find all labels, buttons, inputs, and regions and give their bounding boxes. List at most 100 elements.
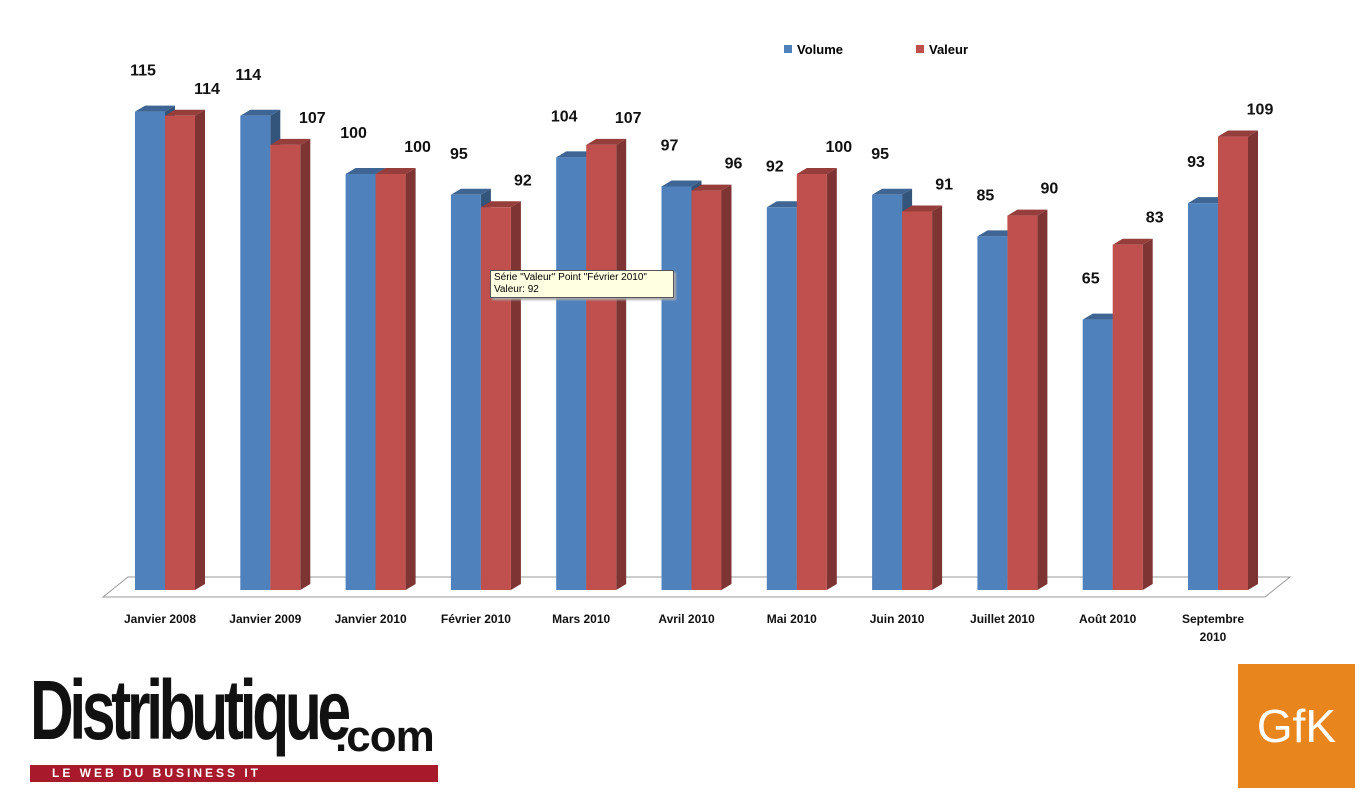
x-tick-label: Août 2010 <box>1079 612 1137 626</box>
x-tick-label: Juin 2010 <box>869 612 925 626</box>
bar-top <box>872 188 913 195</box>
tooltip-line: Valeur: 92 <box>494 284 539 295</box>
value-label: 109 <box>1247 102 1274 119</box>
bar-front <box>902 211 933 590</box>
bar-top <box>902 205 943 212</box>
value-label: 95 <box>871 146 889 163</box>
bar-side <box>826 168 837 590</box>
value-label: 97 <box>661 137 679 154</box>
bar-top <box>135 105 175 112</box>
bar-top <box>586 138 627 145</box>
bar-top <box>270 138 311 145</box>
bar-top <box>1007 209 1048 216</box>
bar <box>586 138 627 590</box>
bar <box>1007 209 1048 590</box>
bar-top <box>165 109 205 116</box>
bar <box>375 168 416 590</box>
bar-front <box>1218 136 1248 590</box>
bar-top <box>345 168 386 174</box>
value-label: 83 <box>1146 210 1164 227</box>
legend-swatch <box>784 45 792 53</box>
x-tick-label: Janvier 2009 <box>229 612 302 626</box>
x-tick-label: Avril 2010 <box>658 612 715 626</box>
bar <box>270 138 311 590</box>
bar-front <box>661 186 692 591</box>
bar-top <box>240 109 281 116</box>
bar-top <box>480 201 521 208</box>
bar <box>480 201 521 590</box>
value-label: 114 <box>235 67 261 84</box>
bar <box>902 205 943 590</box>
bar-front <box>165 115 195 590</box>
x-tick-label: Janvier 2010 <box>334 612 407 626</box>
value-label: 92 <box>514 172 532 189</box>
bar-front <box>766 207 797 590</box>
x-tick-label: Juillet 2010 <box>970 612 1035 626</box>
bar-side <box>1248 130 1258 590</box>
legend-label: Valeur <box>929 42 968 57</box>
value-label: 115 <box>130 63 156 80</box>
logo-tagline: LE WEB DU BUSINESS IT <box>30 765 438 782</box>
value-label: 91 <box>935 176 953 193</box>
bar-front <box>796 174 827 590</box>
tooltip: Série "Valeur" Point "Février 2010" Vale… <box>490 270 674 298</box>
x-tick-label: Septembre 2010 <box>1181 612 1245 644</box>
value-label: 104 <box>551 108 578 125</box>
bar-front <box>691 190 722 590</box>
bar-top <box>450 188 491 195</box>
bar-front <box>240 115 271 590</box>
bar-side <box>616 138 627 590</box>
bar-front <box>1082 319 1113 590</box>
bar <box>796 168 837 590</box>
tooltip-line: Série "Valeur" Point "Février 2010" <box>494 272 647 283</box>
value-label: 107 <box>299 110 326 127</box>
bar-side <box>510 201 521 590</box>
value-label: 114 <box>194 81 220 98</box>
bar <box>1112 238 1153 590</box>
value-label: 90 <box>1041 181 1059 198</box>
value-label: 100 <box>404 139 431 156</box>
bar-front <box>586 144 617 590</box>
value-label: 100 <box>825 139 852 156</box>
value-label: 95 <box>450 146 468 163</box>
bar <box>135 105 175 590</box>
bar-side <box>932 205 943 590</box>
bar-front <box>977 236 1008 590</box>
value-label: 107 <box>615 110 642 127</box>
logo-domain: .com <box>335 712 435 761</box>
bar-top <box>1112 238 1153 245</box>
gfk-logo: GfK <box>1238 664 1355 788</box>
bar-top <box>661 180 702 187</box>
bar <box>165 109 205 590</box>
legend-swatch <box>916 45 924 53</box>
value-label: 92 <box>766 158 784 175</box>
bar-front <box>135 111 165 590</box>
bar-front <box>1188 203 1218 590</box>
bar-front <box>480 207 511 590</box>
value-label: 65 <box>1082 271 1100 288</box>
bar-top <box>796 168 837 174</box>
bar-side <box>405 168 416 590</box>
legend-label: Volume <box>797 42 843 57</box>
value-label: 93 <box>1187 154 1205 171</box>
bar-side <box>1142 238 1153 590</box>
x-tick-label: Mars 2010 <box>552 612 611 626</box>
bar-front <box>556 157 587 591</box>
bar-top <box>691 184 732 191</box>
bar-front <box>872 194 903 591</box>
bar-front <box>270 144 301 590</box>
bar-side <box>721 184 732 590</box>
bar-front <box>1007 215 1038 590</box>
bar-side <box>1037 209 1048 590</box>
bar-top <box>1218 130 1258 137</box>
value-label: 85 <box>977 187 995 204</box>
bar-top <box>375 168 416 174</box>
logo-text: Distributique <box>30 663 351 757</box>
bar-front <box>450 194 481 591</box>
bar <box>1218 130 1258 590</box>
bar-side <box>195 109 205 590</box>
x-tick-label: Février 2010 <box>440 612 511 626</box>
bar-side <box>300 138 311 590</box>
